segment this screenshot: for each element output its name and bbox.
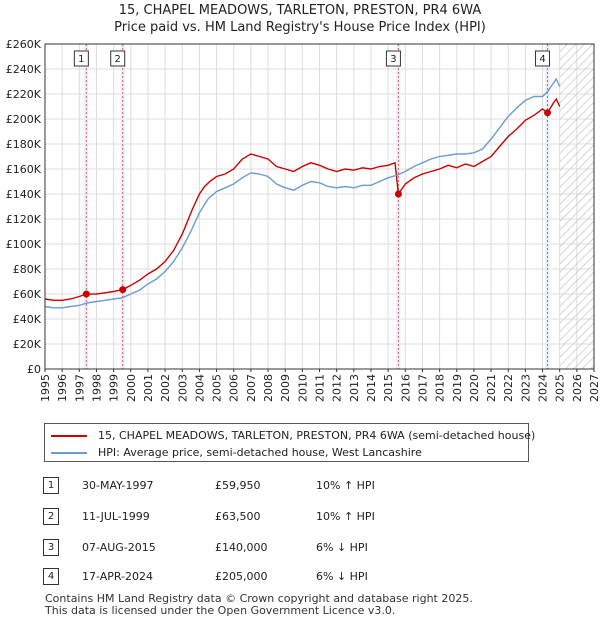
sale-shading (84, 44, 89, 369)
x-tick-label: 2020 (468, 374, 481, 402)
transaction-price: £59,950 (215, 479, 261, 492)
legend-swatch-property (51, 435, 87, 437)
y-tick-label: £20K (13, 338, 42, 351)
transaction-number: 1 (43, 477, 59, 494)
legend-label-hpi: HPI: Average price, semi-detached house,… (98, 446, 422, 459)
sale-point (119, 286, 127, 294)
y-tick-label: £140K (6, 188, 42, 201)
transaction-number: 3 (43, 539, 59, 556)
y-tick-label: £60K (13, 288, 42, 301)
legend-swatch-hpi (51, 452, 87, 454)
x-tick-label: 2007 (245, 374, 258, 402)
y-tick-label: £0 (27, 363, 41, 376)
transaction-price: £63,500 (215, 510, 261, 523)
x-tick-label: 1996 (56, 374, 69, 402)
x-tick-label: 2006 (228, 374, 241, 402)
transaction-hpi-diff: 10% ↑ HPI (316, 510, 375, 523)
chart-title: 15, CHAPEL MEADOWS, TARLETON, PRESTON, P… (118, 3, 482, 18)
x-tick-label: 2017 (416, 374, 429, 402)
x-tick-label: 2000 (125, 374, 138, 402)
x-tick-label: 1998 (90, 374, 103, 402)
x-tick-label: 2012 (331, 374, 344, 402)
x-tick-label: 2026 (571, 374, 584, 402)
y-tick-label: £120K (6, 213, 42, 226)
sale-label-box (73, 50, 89, 67)
x-tick-label: 2013 (348, 374, 361, 402)
y-tick-label: £100K (6, 238, 42, 251)
sale-label: 4 (539, 54, 545, 65)
y-tick-label: £260K (6, 38, 42, 51)
x-tick-label: 2025 (554, 374, 567, 402)
sale-label-box (110, 50, 126, 67)
chart-subtitle: Price paid vs. HM Land Registry's House … (114, 20, 486, 35)
sale-shading (120, 44, 125, 369)
sale-label: 1 (78, 54, 84, 65)
transaction-number: 2 (43, 508, 59, 525)
transaction-date: 30-MAY-1997 (82, 479, 154, 492)
sale-shading (545, 44, 550, 369)
y-tick-label: £180K (6, 138, 42, 151)
sale-label: 3 (390, 54, 396, 65)
x-tick-label: 2023 (519, 374, 532, 402)
transaction-date: 17-APR-2024 (82, 570, 154, 583)
x-tick-label: 2008 (262, 374, 275, 402)
x-tick-label: 2022 (502, 374, 515, 402)
x-tick-label: 2024 (537, 374, 550, 402)
x-tick-label: 2021 (485, 374, 498, 402)
price-chart: 1 2 3 4 £0 £20K £40K £60K £80K £100K £120K £140K £16… (6, 38, 600, 402)
hpi-line (44, 77, 561, 309)
y-tick-label: £200K (6, 113, 42, 126)
transaction-date: 11-JUL-1999 (82, 510, 150, 523)
transaction-hpi-diff: 6% ↓ HPI (316, 541, 368, 554)
y-tick-label: £160K (6, 163, 42, 176)
x-tick-label: 2003 (176, 374, 189, 402)
x-tick-label: 2009 (279, 374, 292, 402)
x-tick-label: 2018 (434, 374, 447, 402)
transaction-row: 1 30-MAY-1997 £59,950 10% ↑ HPI (0, 477, 600, 495)
transaction-hpi-diff: 10% ↑ HPI (316, 479, 375, 492)
sale-label: 2 (115, 54, 121, 65)
x-tick-label: 2016 (399, 374, 412, 402)
footer-copyright: Contains HM Land Registry data © Crown c… (45, 592, 473, 605)
x-tick-label: 1999 (108, 374, 121, 402)
sale-label-box (385, 50, 401, 67)
x-tick-label: 2001 (142, 374, 155, 402)
transaction-number: 4 (43, 568, 59, 585)
x-tick-label: 1997 (73, 374, 86, 402)
x-tick-label: 2027 (588, 374, 600, 402)
property-price-line (44, 97, 561, 301)
future-hatched-region (559, 44, 594, 369)
x-tick-label: 2005 (211, 374, 224, 402)
x-tick-label: 2014 (365, 374, 378, 402)
x-tick-label: 2002 (159, 374, 172, 402)
transaction-hpi-diff: 6% ↓ HPI (316, 570, 368, 583)
legend-label-property: 15, CHAPEL MEADOWS, TARLETON, PRESTON, P… (98, 429, 536, 442)
x-tick-label: 2015 (382, 374, 395, 402)
transaction-row: 2 11-JUL-1999 £63,500 10% ↑ HPI (0, 508, 600, 526)
sale-point (544, 109, 552, 117)
x-tick-label: 1995 (39, 374, 52, 402)
transaction-date: 07-AUG-2015 (82, 541, 156, 554)
y-tick-label: £80K (13, 263, 42, 276)
transaction-row: 3 07-AUG-2015 £140,000 6% ↓ HPI (0, 539, 600, 557)
y-tick-label: £240K (6, 63, 42, 76)
sale-point (394, 190, 402, 198)
y-tick-label: £220K (6, 88, 42, 101)
chart-legend: 15, CHAPEL MEADOWS, TARLETON, PRESTON, P… (44, 423, 535, 462)
sale-point (82, 290, 90, 298)
transaction-price: £205,000 (215, 570, 268, 583)
x-tick-label: 2004 (193, 374, 206, 402)
footer-licence: This data is licensed under the Open Gov… (45, 604, 396, 617)
transaction-row: 4 17-APR-2024 £205,000 6% ↓ HPI (0, 568, 600, 586)
x-tick-label: 2011 (314, 374, 327, 402)
y-tick-label: £40K (13, 313, 42, 326)
transaction-price: £140,000 (215, 541, 268, 554)
x-tick-label: 2019 (451, 374, 464, 402)
x-tick-label: 2010 (296, 374, 309, 402)
sale-label-box (535, 50, 551, 67)
sale-shading (396, 44, 401, 369)
